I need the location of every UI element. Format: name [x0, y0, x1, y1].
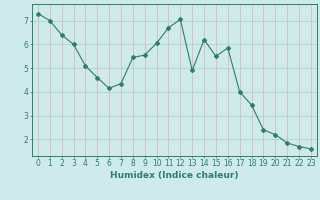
X-axis label: Humidex (Indice chaleur): Humidex (Indice chaleur) [110, 171, 239, 180]
